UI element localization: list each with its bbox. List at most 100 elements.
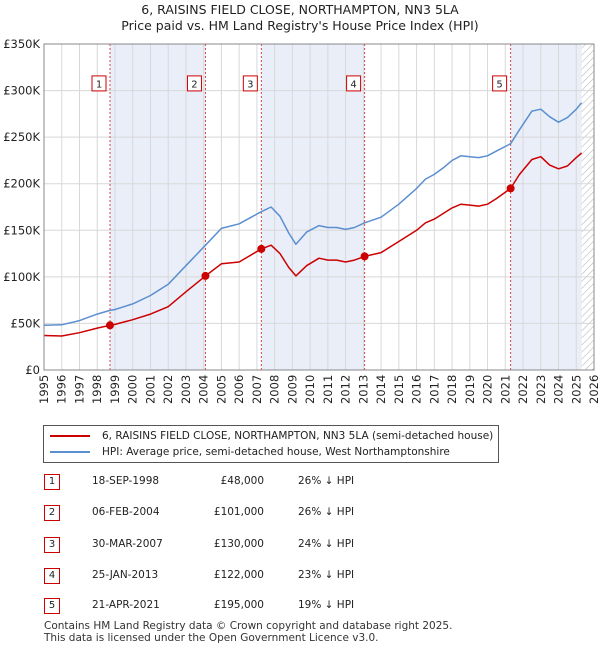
sale-price: £195,000 (213, 599, 264, 611)
sale-hpi-diff: 26% ↓ HPI (298, 475, 355, 487)
sale-date: 25-JAN-2013 (92, 569, 159, 581)
sale-marker-box: 4 (346, 75, 362, 92)
sale-date: 06-FEB-2004 (92, 506, 160, 518)
sale-marker-box: 2 (186, 75, 202, 92)
y-tick-label: £0 (25, 363, 40, 377)
x-tick-label: 2010 (303, 375, 317, 404)
sale-marker-frame (346, 75, 362, 92)
x-tick-label: 2001 (143, 375, 157, 404)
sale-marker-frame (186, 75, 202, 92)
x-tick-label: 2005 (214, 375, 228, 404)
sale-marker-box: 3 (242, 75, 258, 92)
x-tick-label: 2008 (268, 375, 282, 404)
x-tick-label: 2007 (250, 375, 264, 404)
hatched-future-area (581, 44, 594, 370)
footer-copyright: Contains HM Land Registry data © Crown c… (44, 620, 453, 632)
sale-date: 30-MAR-2007 (92, 538, 163, 550)
x-tick-label: 1995 (37, 375, 51, 404)
price-chart: 1 2 3 4 5 £0 £50K £100K £150K £200K £250K £300K £35… (3, 37, 600, 404)
x-tick-label: 2015 (392, 375, 406, 404)
x-tick-label: 2002 (161, 375, 175, 404)
legend-item-property: 6, RAISINS FIELD CLOSE, NORTHAMPTON, NN3… (50, 428, 493, 444)
sale-marker-number: 3 (247, 79, 253, 90)
sale-number-badge: 5 (44, 598, 60, 614)
plot-frame (43, 43, 595, 371)
legend-swatch-hpi (50, 451, 90, 453)
chart-title: 6, RAISINS FIELD CLOSE, NORTHAMPTON, NN3… (141, 2, 459, 17)
sale-number-badge: 3 (44, 537, 60, 553)
sale-price: £122,000 (213, 569, 264, 581)
sale-number-badge: 4 (44, 568, 60, 584)
sale-row: 2 06-FEB-2004 £101,000 26% ↓ HPI (44, 503, 464, 523)
x-tick-label: 2004 (197, 375, 211, 404)
property-series-line (43, 152, 583, 337)
x-tick-label: 2020 (481, 375, 495, 404)
sale-date: 21-APR-2021 (92, 599, 160, 611)
y-tick-label: £100K (3, 270, 40, 284)
legend-label-hpi: HPI: Average price, semi-detached house,… (102, 446, 450, 458)
footer-licence: This data is licensed under the Open Gov… (44, 632, 379, 644)
x-tick-label: 2016 (410, 375, 424, 404)
x-tick-label: 2022 (516, 375, 530, 404)
sale-marker-number: 5 (496, 79, 502, 90)
y-tick-label: £250K (3, 130, 40, 144)
x-tick-label: 2006 (232, 375, 246, 404)
sale-point (201, 271, 210, 280)
y-tick-label: £150K (3, 223, 40, 237)
y-tick-label: £350K (3, 37, 40, 51)
ownership-period-shade (110, 44, 206, 370)
sale-row: 4 25-JAN-2013 £122,000 23% ↓ HPI (44, 566, 464, 586)
sale-point (360, 252, 369, 261)
x-tick-label: 2011 (321, 375, 335, 404)
sale-price: £48,000 (220, 475, 264, 487)
x-tick-label: 2024 (552, 375, 566, 404)
sale-hpi-diff: 23% ↓ HPI (298, 569, 355, 581)
sale-number-badge: 1 (44, 474, 60, 490)
x-tick-label: 2000 (126, 375, 140, 404)
y-tick-label: £300K (3, 84, 40, 98)
x-tick-label: 2023 (534, 375, 548, 404)
sale-point (106, 321, 114, 330)
x-tick-label: 2012 (339, 375, 353, 404)
legend-item-hpi: HPI: Average price, semi-detached house,… (50, 444, 450, 460)
sale-marker-number: 2 (191, 79, 197, 90)
hpi-series-line (43, 102, 583, 327)
sale-point (257, 244, 266, 253)
legend-label-property: 6, RAISINS FIELD CLOSE, NORTHAMPTON, NN3… (102, 430, 494, 442)
sale-marker-number: 1 (96, 79, 102, 90)
x-tick-label: 2026 (587, 375, 600, 404)
sale-hpi-diff: 26% ↓ HPI (298, 506, 355, 518)
sale-marker-frame (242, 75, 258, 92)
sale-price: £101,000 (213, 506, 264, 518)
x-tick-label: 2009 (285, 375, 299, 404)
y-tick-label: £200K (3, 177, 40, 191)
chart-legend: 6, RAISINS FIELD CLOSE, NORTHAMPTON, NN3… (43, 425, 499, 463)
x-tick-label: 1998 (90, 375, 104, 404)
sale-hpi-diff: 19% ↓ HPI (298, 599, 355, 611)
x-tick-label: 1999 (108, 375, 122, 404)
chart-subtitle: Price paid vs. HM Land Registry's House … (121, 18, 479, 33)
sale-marker-frame (492, 75, 508, 92)
sale-hpi-diff: 24% ↓ HPI (298, 538, 355, 550)
x-tick-label: 1996 (55, 375, 69, 404)
y-tick-label: £50K (11, 316, 41, 330)
sale-marker-box: 5 (492, 75, 508, 92)
sale-row: 1 18-SEP-1998 £48,000 26% ↓ HPI (44, 472, 464, 492)
sale-marker-box: 1 (91, 75, 107, 92)
sale-number-badge: 2 (44, 505, 60, 521)
sale-date: 18-SEP-1998 (92, 475, 160, 487)
x-tick-label: 2017 (427, 375, 441, 404)
x-tick-label: 2013 (356, 375, 370, 404)
x-tick-label: 2021 (498, 375, 512, 404)
sale-price: £130,000 (213, 538, 264, 550)
sale-marker-frame (91, 75, 107, 92)
x-tick-label: 2019 (463, 375, 477, 404)
footer-notice: Contains HM Land Registry data © Crown c… (44, 620, 452, 644)
x-tick-label: 2025 (569, 375, 583, 404)
legend-swatch-property (50, 435, 90, 437)
x-tick-label: 2018 (445, 375, 459, 404)
sale-marker-number: 4 (350, 79, 356, 90)
sale-point (506, 184, 515, 193)
ownership-period-shade (261, 44, 365, 370)
sale-row: 5 21-APR-2021 £195,000 19% ↓ HPI (44, 596, 464, 616)
